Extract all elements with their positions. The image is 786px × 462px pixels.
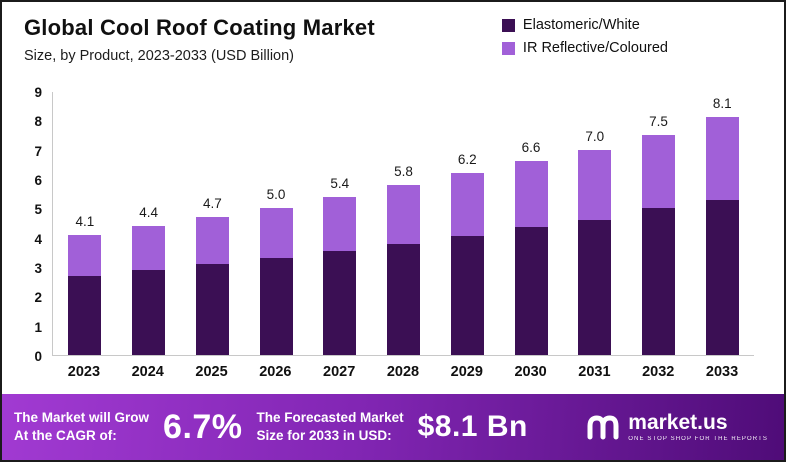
cagr-label: The Market will Grow At the CAGR of: — [14, 409, 149, 444]
legend-label: Elastomeric/White — [522, 17, 640, 33]
x-axis-label: 2031 — [578, 364, 611, 380]
bar-value-label: 4.7 — [202, 196, 222, 212]
cagr-value: 6.7% — [163, 407, 243, 446]
x-axis-label: 2024 — [131, 364, 164, 380]
x-axis-label: 2027 — [323, 364, 356, 380]
bar-segment-elastomeric — [578, 220, 612, 355]
bar-column: 4.7 — [180, 196, 244, 355]
x-axis-label: 2032 — [642, 364, 675, 380]
bar-segment-ir-reflective — [323, 196, 357, 251]
forecast-value: $8.1 Bn — [417, 410, 528, 443]
bar-segment-elastomeric — [195, 264, 229, 355]
bar-segment-ir-reflective — [578, 149, 612, 221]
chart-header: Global Cool Roof Coating Market Size, by… — [2, 2, 784, 64]
bar-column: 7.0 — [563, 129, 627, 355]
x-axis-label: 2026 — [259, 364, 292, 380]
forecast-label-line2: Size for 2033 in USD: — [256, 428, 392, 443]
bar-column: 6.2 — [435, 152, 499, 355]
bar-segment-ir-reflective — [68, 234, 102, 276]
bar-value-label: 7.5 — [649, 114, 668, 130]
bar-segment-elastomeric — [259, 258, 293, 355]
bar-segment-ir-reflective — [705, 117, 739, 200]
legend-swatch — [501, 41, 515, 55]
x-axis-label: 2023 — [67, 364, 101, 380]
cagr-label-line1: The Market will Grow — [14, 410, 150, 426]
x-axis-label: 2029 — [450, 364, 483, 380]
bar-column: 4.1 — [53, 214, 117, 355]
bar-segment-elastomeric — [641, 208, 675, 355]
plot-column: 4.1 4.4 4.7 5.0 5.4 5.8 6.2 6.6 7.0 7.5 8.1 2023 20… — [52, 92, 754, 394]
title-block: Global Cool Roof Coating Market Size, by… — [24, 15, 375, 64]
legend: Elastomeric/White IR Reflective/Coloured — [501, 15, 668, 56]
y-axis-tick: 1 — [34, 319, 42, 335]
bar-segment-ir-reflective — [641, 135, 675, 209]
bar-column: 5.0 — [244, 187, 308, 355]
x-axis-label: 2030 — [514, 364, 547, 380]
brand-tagline: One Stop Shop For The Reports — [628, 436, 768, 442]
bar-value-label: 5.4 — [330, 175, 350, 191]
bar-segment-elastomeric — [450, 236, 484, 355]
x-axis: 2023 2024 2025 2026 2027 2028 2029 2030 2031 2032… — [52, 364, 754, 380]
legend-label: IR Reflective/Coloured — [522, 40, 668, 56]
y-axis-tick: 7 — [34, 143, 42, 159]
bar-segment-elastomeric — [387, 243, 421, 355]
bar-column: 5.8 — [372, 164, 436, 355]
bar-segment-elastomeric — [705, 199, 739, 355]
cagr-label-line2: At the CAGR of: — [14, 428, 117, 443]
page-title: Global Cool Roof Coating Market — [24, 15, 375, 40]
forecast-label-line1: The Forecasted Market — [256, 410, 404, 426]
y-axis-tick: 0 — [34, 349, 42, 364]
bar-value-label: 6.2 — [457, 152, 477, 168]
y-axis: 0 1 2 3 4 5 6 7 8 9 — [18, 85, 52, 364]
x-axis-label: 2033 — [705, 364, 739, 380]
y-axis-tick: 4 — [34, 231, 42, 247]
brand-name: market.us — [628, 411, 728, 434]
bar-value-label: 6.6 — [521, 140, 541, 156]
bar-segment-ir-reflective — [514, 161, 548, 228]
y-axis-tick: 8 — [34, 114, 42, 130]
bar-segment-ir-reflective — [387, 184, 421, 244]
bar-column: 7.5 — [627, 114, 691, 355]
bar-segment-elastomeric — [514, 227, 548, 355]
bar-value-label: 7.0 — [585, 128, 605, 144]
y-axis-tick: 2 — [34, 290, 42, 306]
legend-item: IR Reflective/Coloured — [501, 40, 668, 56]
bar-value-label: 4.4 — [139, 204, 158, 220]
chart-subtitle: Size, by Product, 2023-2033 (USD Billion… — [24, 48, 294, 64]
x-axis-label: 2028 — [386, 364, 420, 380]
bar-segment-elastomeric — [323, 250, 357, 355]
bar-column: 6.6 — [499, 140, 563, 355]
legend-item: Elastomeric/White — [501, 17, 668, 33]
y-axis-tick: 5 — [34, 202, 42, 218]
brand-text: market.us One Stop Shop For The Reports — [628, 412, 768, 442]
bar-column: 8.1 — [690, 96, 754, 355]
bar-value-label: 5.0 — [266, 187, 286, 203]
legend-swatch — [501, 18, 515, 32]
bar-chart: 0 1 2 3 4 5 6 7 8 9 4.1 4.4 4.7 5.0 5.4 5.8 6.2 6.6 7.0 7.… — [2, 64, 784, 394]
bar-value-label: 5.8 — [394, 163, 413, 179]
x-axis-label: 2025 — [195, 364, 228, 380]
plot-area: 4.1 4.4 4.7 5.0 5.4 5.8 6.2 6.6 7.0 7.5 8.1 — [52, 92, 754, 356]
bar-segment-ir-reflective — [450, 173, 484, 237]
bar-segment-ir-reflective — [132, 225, 166, 270]
bar-column: 5.4 — [308, 176, 372, 355]
footer-banner: The Market will Grow At the CAGR of: 6.7… — [2, 394, 784, 460]
bar-column: 4.4 — [117, 205, 181, 355]
bar-value-label: 4.1 — [75, 213, 95, 229]
brand-logo[interactable]: market.us One Stop Shop For The Reports — [586, 412, 768, 442]
bar-value-label: 8.1 — [712, 96, 732, 112]
marketus-icon — [587, 415, 619, 440]
bar-segment-elastomeric — [68, 275, 102, 355]
y-axis-tick: 9 — [34, 85, 42, 100]
y-axis-tick: 6 — [34, 173, 42, 188]
bar-segment-ir-reflective — [195, 217, 229, 265]
forecast-label: The Forecasted Market Size for 2033 in U… — [257, 409, 404, 444]
bar-segment-elastomeric — [132, 269, 166, 355]
y-axis-tick: 3 — [34, 261, 42, 276]
bar-segment-ir-reflective — [259, 208, 293, 259]
